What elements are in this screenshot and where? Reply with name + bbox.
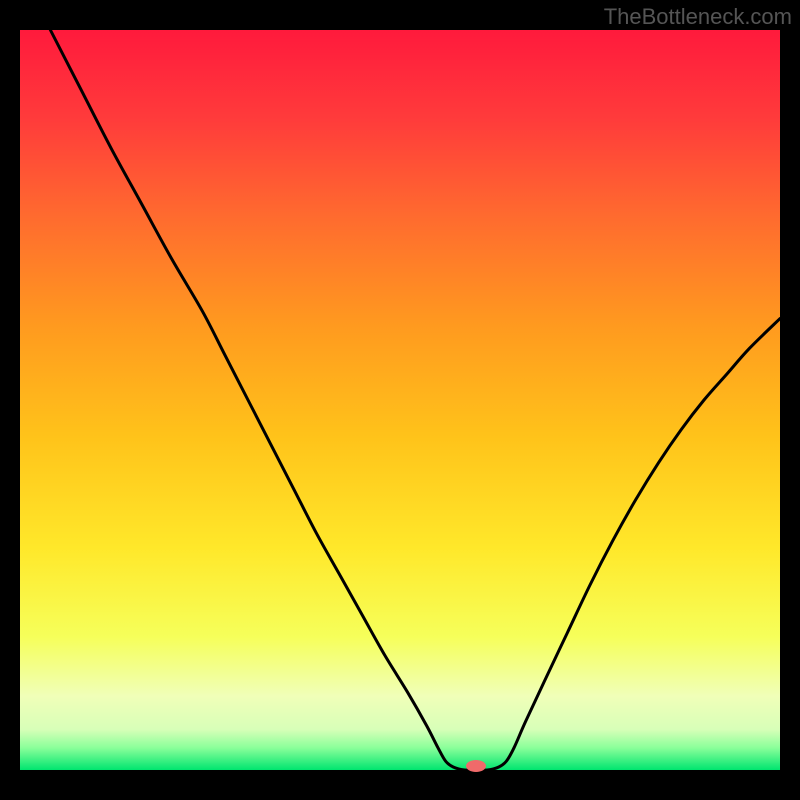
bottleneck-curve-chart [0,0,800,800]
chart-background [20,30,780,770]
watermark-text: TheBottleneck.com [604,4,792,30]
optimal-marker [466,760,486,772]
